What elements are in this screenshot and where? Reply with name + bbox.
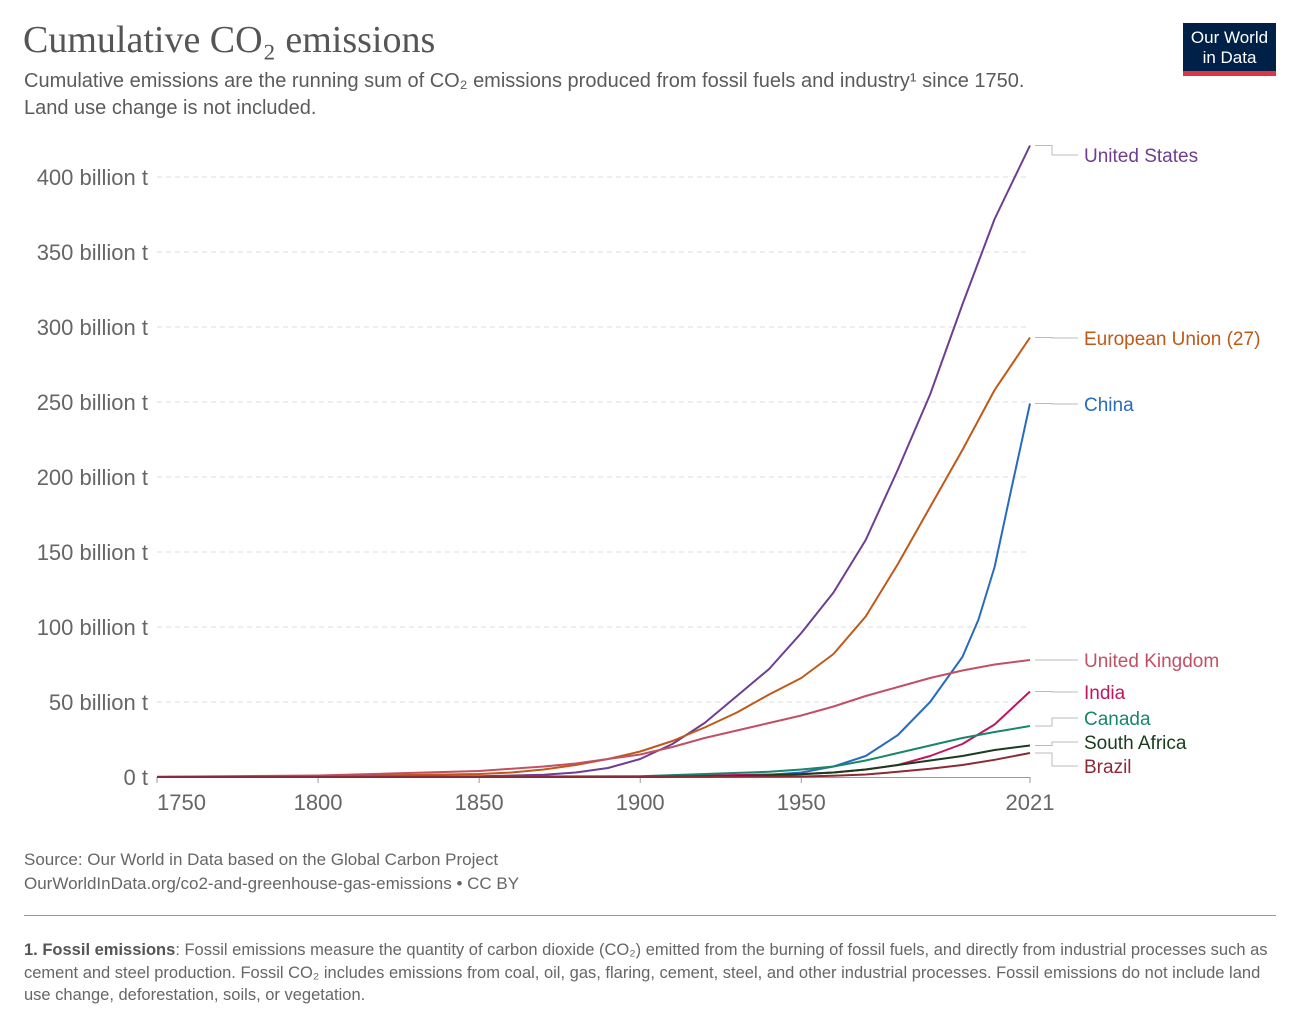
label-connector	[1035, 741, 1078, 746]
series-label[interactable]: United States	[1084, 146, 1198, 167]
y-tick-label: 200 billion t	[37, 465, 148, 490]
series-label[interactable]: South Africa	[1084, 733, 1187, 754]
chart-gridlines	[157, 176, 1030, 703]
y-tick-label: 100 billion t	[37, 615, 148, 640]
series-line[interactable]	[156, 659, 1031, 778]
footnote-text: : Fossil emissions measure the quantity …	[24, 941, 1268, 1004]
series-line[interactable]	[156, 145, 1031, 778]
y-tick-label: 350 billion t	[37, 240, 148, 265]
source-url[interactable]: OurWorldInData.org/co2-and-greenhouse-ga…	[24, 874, 520, 893]
y-tick-label: 300 billion t	[37, 315, 148, 340]
x-tick-label: 1900	[616, 790, 665, 815]
series-line[interactable]	[156, 725, 1031, 778]
footnote-label: 1. Fossil emissions	[24, 941, 176, 959]
label-connector	[1035, 403, 1078, 405]
series-label[interactable]: Canada	[1084, 709, 1151, 730]
label-connector	[1035, 145, 1078, 156]
series-line[interactable]	[156, 336, 1031, 778]
chart-source: Source: Our World in Data based on the G…	[24, 848, 519, 896]
series-line[interactable]	[156, 403, 1031, 778]
x-tick-label: 1950	[777, 790, 826, 815]
label-connector	[1035, 717, 1078, 727]
x-tick-label: 2021	[1006, 790, 1055, 815]
series-labels: United States European Union (27) China Uni…	[1035, 145, 1260, 778]
y-tick-label: 50 billion t	[49, 690, 148, 715]
series-label[interactable]: United Kingdom	[1084, 651, 1219, 672]
label-connector	[1035, 691, 1078, 693]
y-axis-ticks: 0 t 50 billion t 100 billion t 150 billion …	[37, 165, 148, 790]
x-tick-label: 1800	[294, 790, 343, 815]
x-axis: 1750 1800 1850 1900 1950 2021	[156, 777, 1055, 815]
chart-series-lines	[156, 145, 1031, 778]
y-tick-label: 250 billion t	[37, 390, 148, 415]
x-tick-label: 1750	[157, 790, 206, 815]
y-tick-label: 0 t	[124, 765, 148, 790]
y-tick-label: 150 billion t	[37, 540, 148, 565]
label-connector	[1035, 752, 1078, 767]
logo-line-1: Our World	[1190, 28, 1269, 47]
series-line[interactable]	[157, 752, 1031, 778]
series-label[interactable]: India	[1084, 683, 1126, 704]
subtitle-line-2: Land use change is not included.	[24, 97, 317, 119]
subtitle-line-1: Cumulative emissions are the running sum…	[24, 70, 1025, 92]
footer-divider	[24, 915, 1276, 916]
series-label[interactable]: China	[1084, 395, 1134, 416]
y-tick-label: 400 billion t	[37, 165, 148, 190]
logo-line-2: in Data	[1202, 48, 1257, 67]
chart-title: Cumulative CO₂ emissions	[23, 19, 436, 61]
footnote: 1. Fossil emissions: Fossil emissions me…	[24, 939, 1274, 1007]
chart-subtitle: Cumulative emissions are the running sum…	[24, 68, 1164, 122]
owid-logo[interactable]: Our World in Data	[1183, 23, 1276, 76]
series-label[interactable]: Brazil	[1084, 757, 1132, 778]
label-connector	[1035, 337, 1078, 339]
x-tick-label: 1850	[455, 790, 504, 815]
source-text: Source: Our World in Data based on the G…	[24, 850, 499, 869]
series-label[interactable]: European Union (27)	[1084, 329, 1260, 350]
